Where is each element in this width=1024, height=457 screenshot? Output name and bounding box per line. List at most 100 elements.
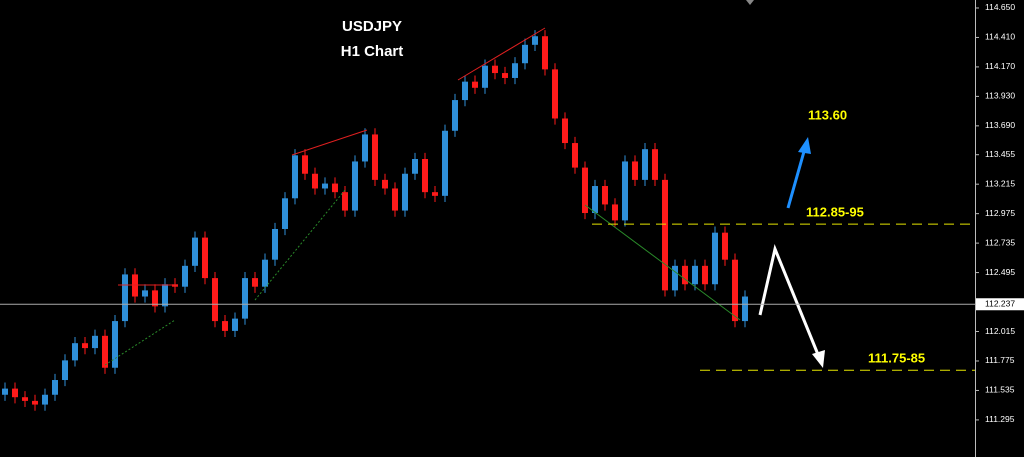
candle-body bbox=[532, 36, 538, 45]
candle-body bbox=[392, 188, 398, 211]
candle-body bbox=[642, 149, 648, 180]
chart-title: USDJPY bbox=[342, 18, 402, 35]
candle-body bbox=[372, 134, 378, 180]
candle-body bbox=[712, 232, 718, 285]
candle-body bbox=[72, 343, 78, 361]
y-tick-label: 111.775 bbox=[985, 355, 1015, 365]
trend-line bbox=[291, 129, 368, 156]
candle-body bbox=[422, 159, 428, 193]
y-tick-label: 113.215 bbox=[985, 178, 1015, 188]
candle-body bbox=[242, 278, 248, 319]
candle-body bbox=[82, 343, 88, 349]
candle-body bbox=[652, 149, 658, 180]
candle-body bbox=[292, 155, 298, 199]
candle-body bbox=[102, 335, 108, 368]
trend-line bbox=[104, 319, 176, 366]
chart-subtitle: H1 Chart bbox=[341, 43, 404, 60]
candle-body bbox=[252, 278, 258, 287]
candle-body bbox=[482, 65, 488, 88]
candle-body bbox=[122, 274, 128, 322]
candle-body bbox=[452, 100, 458, 131]
candle-body bbox=[382, 179, 388, 189]
candle-body bbox=[632, 161, 638, 180]
trend-line bbox=[457, 27, 546, 81]
price-label-bg bbox=[976, 298, 1024, 311]
candle-body bbox=[672, 265, 678, 291]
candle-body bbox=[272, 228, 278, 260]
candle-body bbox=[742, 296, 748, 322]
candle-body bbox=[722, 232, 728, 260]
candle-body bbox=[542, 36, 548, 70]
y-tick-label: 113.690 bbox=[985, 120, 1015, 130]
y-tick-label: 112.015 bbox=[985, 326, 1015, 336]
candle-body bbox=[562, 118, 568, 144]
candle-body bbox=[32, 400, 38, 405]
candle-body bbox=[472, 81, 478, 88]
arrow-head bbox=[812, 350, 825, 368]
candle-body bbox=[662, 179, 668, 291]
candle-body bbox=[312, 173, 318, 189]
level-label: 111.75-85 bbox=[868, 351, 925, 366]
y-tick-label: 112.735 bbox=[985, 237, 1015, 247]
candle-body bbox=[62, 360, 68, 381]
candle-body bbox=[42, 394, 48, 405]
candle-body bbox=[92, 335, 98, 349]
candle-body bbox=[302, 155, 308, 174]
candle-body bbox=[352, 161, 358, 211]
candle-body bbox=[52, 380, 58, 395]
candle-body bbox=[342, 192, 348, 211]
y-tick-label: 114.410 bbox=[985, 32, 1015, 42]
scroll-marker bbox=[746, 0, 754, 5]
arrow bbox=[786, 147, 807, 209]
candle-body bbox=[442, 130, 448, 196]
y-tick-label: 112.975 bbox=[985, 208, 1015, 218]
candle-body bbox=[22, 397, 28, 401]
candle-body bbox=[182, 265, 188, 287]
candle-body bbox=[692, 265, 698, 285]
candle-body bbox=[432, 192, 438, 196]
candle-body bbox=[232, 318, 238, 331]
candle-body bbox=[142, 290, 148, 297]
candle-body bbox=[512, 63, 518, 78]
y-tick-label: 113.930 bbox=[985, 91, 1015, 101]
price-label: 112.237 bbox=[985, 299, 1015, 309]
candle-body bbox=[322, 183, 328, 189]
candle-body bbox=[202, 237, 208, 279]
candle-body bbox=[522, 44, 528, 64]
candle-body bbox=[192, 237, 198, 266]
candle-body bbox=[262, 259, 268, 287]
candle-body bbox=[12, 388, 18, 398]
candle-body bbox=[152, 290, 158, 307]
candle-body bbox=[602, 186, 608, 205]
y-tick-label: 112.495 bbox=[985, 267, 1015, 277]
candle-body bbox=[502, 73, 508, 78]
candle-body bbox=[362, 134, 368, 162]
candle-body bbox=[462, 81, 468, 101]
candle-body bbox=[492, 65, 498, 74]
arrow-head bbox=[798, 137, 811, 154]
candle-body bbox=[552, 69, 558, 119]
candle-body bbox=[682, 265, 688, 285]
candle-body bbox=[212, 278, 218, 322]
candle-body bbox=[402, 173, 408, 211]
candle-body bbox=[622, 161, 628, 221]
target-label: 113.60 bbox=[808, 107, 847, 122]
candle-body bbox=[282, 198, 288, 229]
candle-body bbox=[332, 183, 338, 193]
y-tick-label: 113.455 bbox=[985, 149, 1015, 159]
arrow bbox=[758, 244, 821, 358]
candle-body bbox=[612, 204, 618, 221]
y-tick-label: 111.295 bbox=[985, 414, 1015, 424]
candle-body bbox=[2, 388, 8, 395]
candle-body bbox=[582, 167, 588, 214]
y-tick-label: 111.535 bbox=[985, 385, 1015, 395]
level-label: 112.85-95 bbox=[806, 205, 864, 220]
candle-body bbox=[732, 259, 738, 322]
candle-body bbox=[702, 265, 708, 285]
candle-body bbox=[572, 143, 578, 168]
candle-body bbox=[112, 321, 118, 368]
y-tick-label: 114.650 bbox=[985, 2, 1015, 12]
candle-body bbox=[162, 284, 168, 307]
candle-body bbox=[412, 159, 418, 174]
candle-body bbox=[222, 321, 228, 331]
